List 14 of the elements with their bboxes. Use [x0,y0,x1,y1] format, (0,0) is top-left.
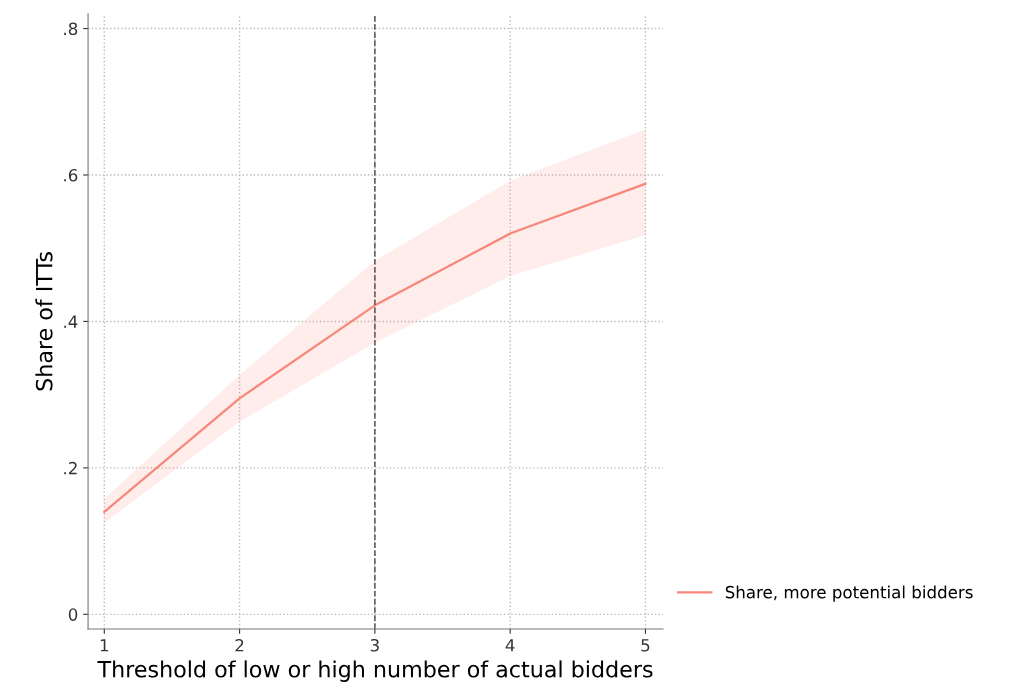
y-tick-label: .6 [64,168,78,182]
y-tick-label: 0 [68,608,78,621]
y-tick-label: .2 [64,461,77,475]
y-axis-title: Share of ITTs [35,252,53,391]
legend-label: Share, more potential bidders [725,585,973,602]
line-series [103,182,647,513]
y-tick-label: .8 [64,22,78,36]
x-tick-label: 3 [370,638,379,652]
x-tick-label: 5 [641,639,650,652]
x-tick-label: 1 [100,639,109,652]
x-tick-label: 2 [235,638,244,652]
x-axis-title: Threshold of low or high number of actual bidders [97,660,653,682]
y-tick-label: .4 [64,315,78,328]
x-tick-label: 4 [505,639,515,652]
